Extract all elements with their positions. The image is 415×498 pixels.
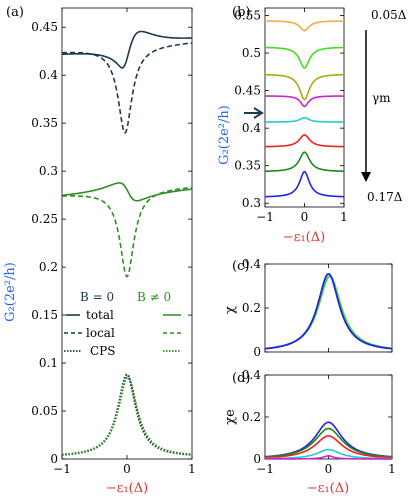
- panel-label-b: (b): [232, 5, 250, 20]
- series-c-1: [264, 272, 393, 350]
- panel-a-xtick-label: −1: [53, 462, 71, 476]
- panel-a-ytick-label: 0.25: [31, 212, 58, 226]
- panel-d-xtick-label: 1: [388, 462, 396, 476]
- panel-b-ytick-label: 0.35: [234, 159, 261, 173]
- series-local-b1: [61, 186, 193, 278]
- series-d-1: [264, 427, 393, 458]
- panel-c: 0 0.2 0.4 χ: [223, 257, 393, 359]
- panel-a-ytick-label: 0.2: [39, 260, 58, 274]
- panel-c-ylabel: χ: [223, 306, 238, 314]
- panel-a: 00.050.10.150.20.250.30.350.40.45−1 0 1 G₂…: [3, 7, 196, 496]
- panel-a-xtick-label: 1: [188, 462, 196, 476]
- panel-b-xlabel: −ε₁(Δ): [283, 230, 325, 245]
- series-b-1: [264, 46, 345, 69]
- panel-b-ytick-label: 0.3: [242, 196, 261, 210]
- series-d-3: [264, 448, 393, 460]
- panel-b-xtick-label: 0: [301, 210, 309, 224]
- series-d-4: [265, 455, 392, 460]
- panel-d-xtick-label: −1: [256, 462, 274, 476]
- legend-label-local: local: [86, 326, 115, 340]
- legend-label-cps: CPS: [90, 344, 115, 358]
- series-b-4: [264, 116, 345, 123]
- panel-b-ytick-label: 0.55: [234, 9, 261, 23]
- panel-a-ytick-label: 0: [50, 452, 58, 466]
- panel-c-ytick-label: 0.4: [242, 257, 261, 271]
- series-cps-b1: [61, 376, 193, 456]
- panel-d-frame: [264, 374, 393, 460]
- panel-a-ytick-label: 0.1: [39, 356, 58, 370]
- panel-b-level-arrow: [244, 107, 264, 119]
- panel-d-ytick-label: 0.4: [242, 368, 261, 382]
- panel-label-d: (d): [232, 371, 250, 386]
- panel-b: 0.3 0.35 0.4 0.45 0.5 0.55 −1 0 1 G₂(2e²/h) −ε₁(…: [217, 7, 407, 245]
- series-total-b1: [61, 182, 193, 202]
- series-b-7: [264, 170, 345, 198]
- series-local-b0: [61, 42, 193, 134]
- series-b-0: [264, 20, 345, 32]
- series-b-3: [265, 95, 344, 108]
- panel-b-ytick-label: 0.5: [242, 46, 261, 60]
- panel-a-xtick-label: 0: [123, 462, 131, 476]
- panel-c-ytick-label: 0.2: [242, 301, 261, 315]
- panel-label-a: (a): [6, 5, 24, 20]
- panel-a-ytick-label: 0.4: [39, 68, 58, 82]
- panel-c-ytick-label: 0: [253, 345, 261, 359]
- legend-header-b1: B ≠ 0: [137, 290, 171, 304]
- panel-a-ytick-label: 0.15: [31, 308, 58, 322]
- panel-label-c: (c): [232, 259, 249, 274]
- panel-b-gamma-label: γm: [372, 91, 391, 105]
- series-d-2: [264, 435, 393, 459]
- series-total-b0: [61, 30, 193, 69]
- panel-a-frame: [61, 7, 193, 460]
- panel-b-frame: [264, 7, 345, 208]
- panel-b-gamma-arrowhead: [361, 172, 371, 182]
- panel-d-ytick-label: 0: [253, 452, 261, 466]
- legend-header-b0: B = 0: [80, 290, 114, 304]
- panel-d: 00.20.4−1 0 1 χe −ε₁(Δ): [223, 368, 396, 496]
- panel-b-xtick-label: −1: [256, 210, 274, 224]
- legend-label-total: total: [86, 308, 114, 322]
- panel-a-ytick-label: 0.3: [39, 164, 58, 178]
- series-cps-b0: [61, 373, 193, 456]
- panel-d-xtick-label: 0: [325, 462, 333, 476]
- panel-b-ylabel: G₂(2e²/h): [217, 105, 232, 165]
- series-b-6: [264, 151, 345, 173]
- panel-b-annotation-bottom: 0.17Δ: [367, 190, 403, 204]
- series-b-5: [265, 134, 344, 148]
- panel-d-xlabel: −ε₁(Δ): [307, 481, 349, 496]
- panel-a-legend: B = 0 B ≠ 0 total local CPS: [64, 290, 181, 358]
- panel-a-xlabel: −ε₁(Δ): [106, 481, 148, 496]
- panel-a-ytick-label: 0.05: [31, 404, 58, 418]
- panel-d-ytick-label: 0.2: [242, 410, 261, 424]
- panel-b-ytick-label: 0.45: [234, 84, 261, 98]
- series-d-0: [264, 421, 393, 458]
- series-c-0: [264, 275, 393, 350]
- panel-a-ytick-label: 0.45: [31, 20, 58, 34]
- series-b-2: [264, 73, 345, 101]
- panel-b-xtick-label: 1: [340, 210, 348, 224]
- panel-d-ylabel: χe: [223, 409, 238, 425]
- panel-a-ylabel: G₂(2e²/h): [3, 262, 18, 322]
- panel-b-annotation-top: 0.05Δ: [371, 8, 407, 22]
- panel-b-ytick-label: 0.4: [242, 121, 261, 135]
- panel-a-ytick-label: 0.35: [31, 116, 58, 130]
